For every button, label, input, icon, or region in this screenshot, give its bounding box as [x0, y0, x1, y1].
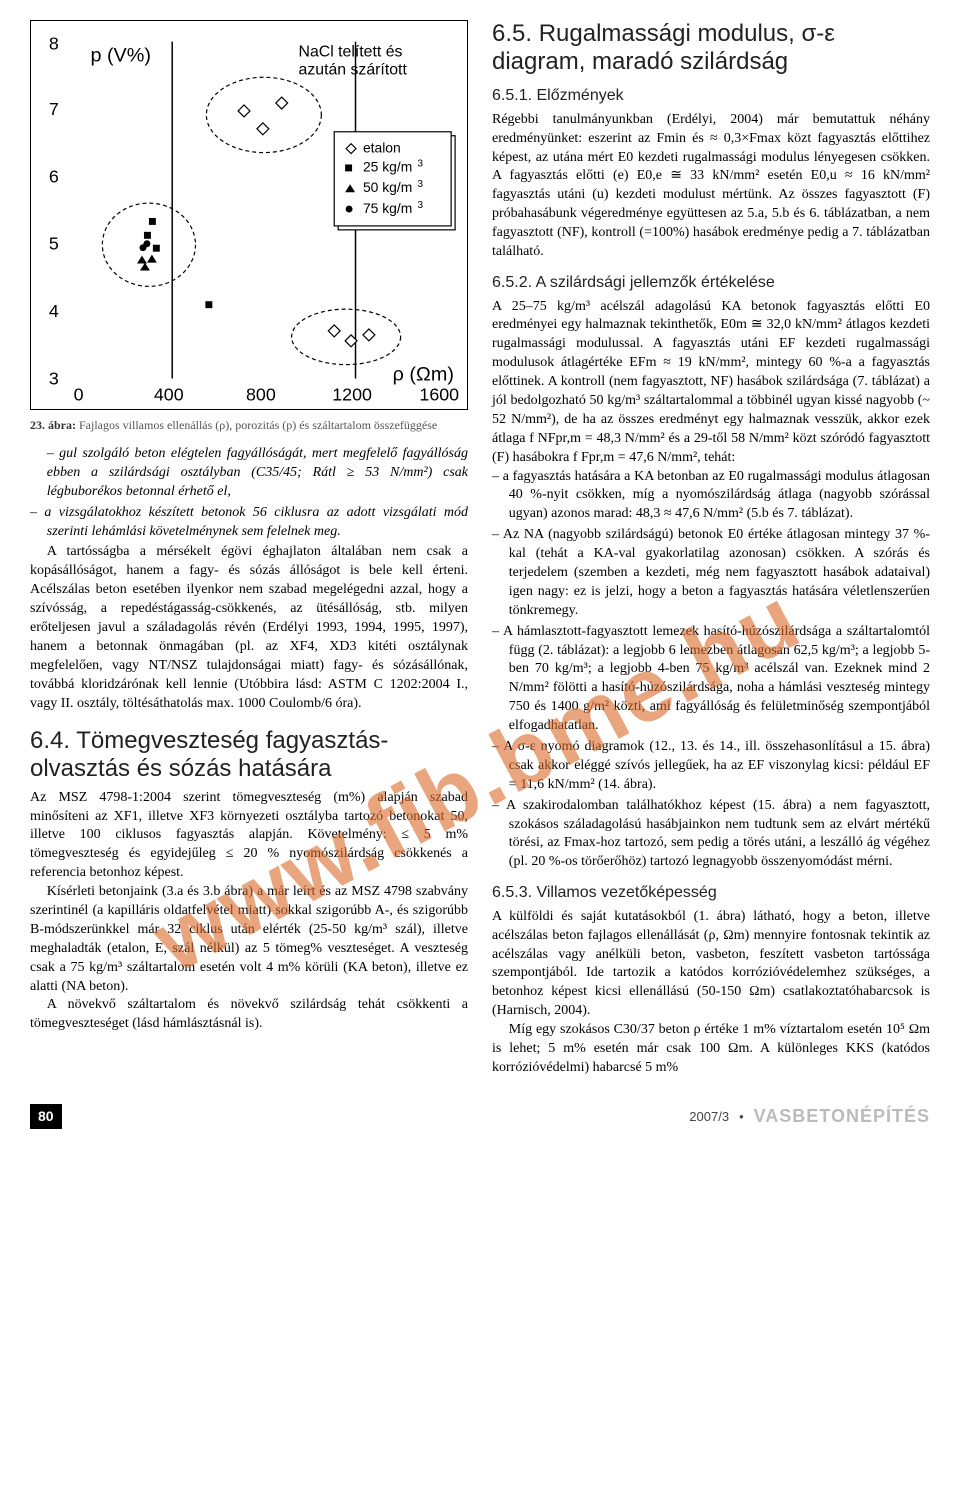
- svg-text:1600: 1600: [419, 384, 459, 404]
- svg-text:NaCl telített és: NaCl telített és: [299, 43, 403, 60]
- list-item: a vizsgálatokhoz készített betonok 56 ci…: [47, 504, 468, 542]
- list-item: Az NA (nagyobb szilárdságú) betonok E0 é…: [509, 526, 930, 620]
- list-item: A szakirodalomban találhatókhoz képest (…: [509, 797, 930, 873]
- svg-text:75 kg/m: 75 kg/m: [363, 200, 412, 216]
- subsection-heading-652: 6.5.2. A szilárdsági jellemzők értékelés…: [492, 272, 930, 294]
- svg-text:25 kg/m: 25 kg/m: [363, 158, 412, 174]
- paragraph: Míg egy szokásos C30/37 beton ρ értéke 1…: [492, 1021, 930, 1078]
- list-item: A σ-ε nyomó diagramok (12., 13. és 14., …: [509, 738, 930, 795]
- left-column: 3 4 5 6 7 8 0 400 800 1200 1600 p (V%) ρ…: [30, 20, 468, 1078]
- paragraph: Kísérleti betonjaink (3.a és 3.b ábra) a…: [30, 883, 468, 996]
- svg-text:p (V%): p (V%): [90, 44, 151, 66]
- paragraph: A növekvő száltartalom és növekvő szilár…: [30, 996, 468, 1034]
- svg-text:etalon: etalon: [363, 140, 401, 156]
- issue-label: 2007/3: [689, 1108, 729, 1126]
- svg-text:3: 3: [417, 179, 423, 190]
- paragraph: Régebbi tanulmányunkban (Erdélyi, 2004) …: [492, 111, 930, 262]
- scatter-chart: 3 4 5 6 7 8 0 400 800 1200 1600 p (V%) ρ…: [30, 20, 468, 410]
- svg-text:800: 800: [246, 384, 276, 404]
- svg-text:0: 0: [74, 384, 84, 404]
- svg-text:3: 3: [417, 200, 423, 211]
- list-item: a fagyasztás hatására a KA betonban az E…: [509, 468, 930, 525]
- figure-caption: 23. ábra: Fajlagos villamos ellenállás (…: [30, 418, 468, 433]
- continued-list: gul szolgáló beton elégtelen fagyállóság…: [30, 445, 468, 541]
- paragraph: A tartósságba a mérsékelt égövi éghajlat…: [30, 543, 468, 713]
- subsection-heading-651: 6.5.1. Előzmények: [492, 85, 930, 107]
- page-number: 80: [30, 1104, 62, 1129]
- svg-text:6: 6: [49, 166, 59, 186]
- brand-label: VASBETONÉPÍTÉS: [754, 1104, 930, 1128]
- section-heading-65: 6.5. Rugalmassági modulus, σ-ε diagram, …: [492, 20, 930, 75]
- svg-text:azután szárított: azután szárított: [299, 61, 408, 78]
- list-item-cont: gul szolgáló beton elégtelen fagyállóság…: [47, 446, 468, 499]
- page-footer: 80 2007/3 • VASBETONÉPÍTÉS: [30, 1104, 930, 1129]
- svg-text:5: 5: [49, 234, 59, 254]
- svg-text:ρ (Ωm): ρ (Ωm): [393, 363, 454, 385]
- svg-text:1200: 1200: [332, 384, 372, 404]
- paragraph: Az MSZ 4798-1:2004 szerint tömegvesztesé…: [30, 789, 468, 883]
- svg-text:400: 400: [154, 384, 184, 404]
- figure-caption-text: Fajlagos villamos ellenállás (ρ), porozi…: [79, 418, 437, 432]
- section-heading-64: 6.4. Tömegveszteség fagyasztás-olvasztás…: [30, 727, 468, 782]
- figure-number: 23. ábra:: [30, 418, 76, 432]
- svg-text:4: 4: [49, 301, 59, 321]
- subsection-heading-653: 6.5.3. Villamos vezetőképesség: [492, 882, 930, 904]
- right-column: 6.5. Rugalmassági modulus, σ-ε diagram, …: [492, 20, 930, 1078]
- svg-text:3: 3: [417, 158, 423, 169]
- bullet-list: a fagyasztás hatására a KA betonban az E…: [492, 468, 930, 873]
- list-item: A hámlasztott-fagyasztott lemezek hasító…: [509, 623, 930, 736]
- svg-text:3: 3: [49, 368, 59, 388]
- svg-text:50 kg/m: 50 kg/m: [363, 179, 412, 195]
- svg-text:8: 8: [49, 34, 59, 54]
- paragraph: A külföldi és saját kutatásokból (1. ábr…: [492, 908, 930, 1021]
- svg-text:7: 7: [49, 99, 59, 119]
- paragraph: A 25–75 kg/m³ acélszál adagolású KA beto…: [492, 298, 930, 468]
